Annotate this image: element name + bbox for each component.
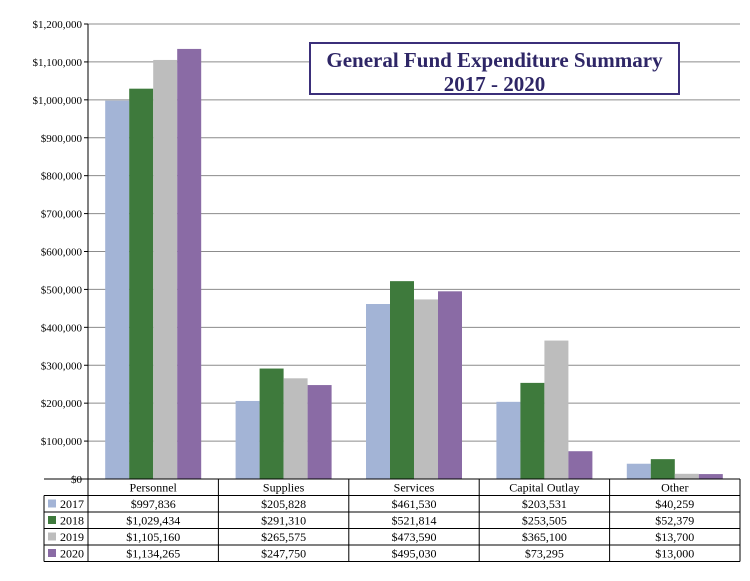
table-cell: $247,750	[261, 547, 306, 561]
bar-2020-2	[438, 291, 462, 479]
legend-swatch-2020	[48, 549, 56, 557]
legend-label-2018: 2018	[60, 514, 84, 528]
table-cell: $291,310	[261, 514, 306, 528]
table-cell: $13,700	[655, 530, 694, 544]
y-tick-label: $500,000	[41, 284, 83, 296]
chart-subtitle: 2017 - 2020	[443, 72, 546, 96]
legend-label-2019: 2019	[60, 530, 84, 544]
bar-2019-1	[283, 378, 308, 479]
table-cell: $205,828	[261, 497, 306, 511]
table-cell: $997,836	[131, 497, 176, 511]
table-cell: $253,505	[522, 514, 567, 528]
table-cell: $1,029,434	[126, 514, 180, 528]
table-cell: $495,030	[392, 547, 437, 561]
category-label: Other	[661, 481, 688, 495]
legend-swatch-2019	[48, 532, 56, 541]
category-label: Supplies	[263, 481, 305, 495]
table-cell: $461,530	[392, 497, 437, 511]
table-cell: $40,259	[655, 497, 694, 511]
y-tick-label: $100,000	[41, 436, 83, 448]
bar-2017-1	[235, 400, 260, 479]
bar-2019-3	[544, 340, 569, 479]
legend-label-2017: 2017	[60, 497, 84, 511]
bar-2017-0	[105, 100, 130, 480]
category-label: Capital Outlay	[509, 481, 579, 495]
bar-2019-0	[153, 59, 178, 479]
bar-2020-1	[307, 385, 332, 479]
bar-2017-2	[366, 304, 390, 479]
bar-2019-2	[414, 299, 438, 479]
category-label: Services	[394, 481, 435, 495]
table-cell: $265,575	[261, 530, 306, 544]
table-cell: $473,590	[392, 530, 437, 544]
chart-title-box: General Fund Expenditure Summary 2017 - …	[309, 42, 680, 96]
table-cell: $73,295	[525, 547, 564, 561]
y-tick-label: $1,100,000	[33, 57, 83, 69]
y-tick-label: $600,000	[41, 247, 83, 259]
bar-2018-0	[129, 88, 154, 479]
table-cell: $521,814	[392, 514, 437, 528]
y-tick-label: $1,000,000	[33, 95, 83, 107]
bar-2018-2	[390, 281, 414, 479]
y-tick-label: $400,000	[41, 322, 83, 334]
legend-label-2020: 2020	[60, 547, 84, 561]
category-label: Personnel	[130, 481, 178, 495]
y-tick-label: $700,000	[41, 209, 83, 221]
legend-swatch-2017	[48, 499, 56, 508]
chart-title: General Fund Expenditure Summary	[326, 48, 663, 72]
legend-swatch-2018	[48, 516, 56, 524]
table-cell: $13,000	[655, 547, 694, 561]
table-cell: $1,105,160	[126, 530, 180, 544]
bar-2020-3	[568, 451, 593, 479]
bar-2018-3	[520, 382, 545, 479]
y-tick-label: $1,200,000	[33, 19, 83, 31]
y-tick-label: $0	[71, 474, 83, 486]
table-cell: $203,531	[522, 497, 567, 511]
y-tick-label: $200,000	[41, 398, 83, 410]
bar-2017-3	[496, 401, 521, 479]
y-tick-label: $900,000	[41, 133, 83, 145]
bar-2020-4	[698, 474, 723, 479]
bar-2018-4	[650, 459, 675, 479]
bar-2017-4	[626, 463, 651, 479]
table-cell: $52,379	[655, 514, 694, 528]
table-cell: $365,100	[522, 530, 567, 544]
bar-2019-4	[674, 473, 699, 479]
y-tick-label: $300,000	[41, 360, 83, 372]
table-cell: $1,134,265	[126, 547, 180, 561]
bar-2018-1	[259, 368, 284, 479]
bar-2020-0	[177, 48, 202, 479]
y-tick-label: $800,000	[41, 171, 83, 183]
